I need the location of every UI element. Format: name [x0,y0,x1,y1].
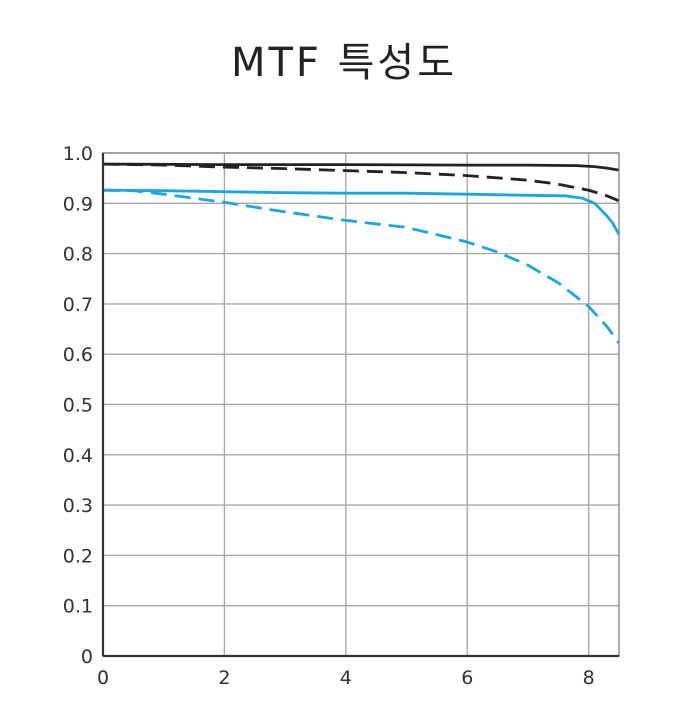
y-tick-label: 0.5 [63,395,93,417]
y-tick-label: 0.4 [63,445,93,467]
y-tick-label: 0.1 [63,596,93,618]
chart-title: MTF 특성도 [230,40,458,86]
x-tick-label: 2 [218,667,230,689]
y-tick-label: 0 [81,646,93,668]
y-tick-label: 0.6 [63,344,93,366]
x-tick-label: 8 [583,667,595,689]
x-tick-label: 0 [97,667,109,689]
x-tick-label: 6 [461,667,473,689]
plot-frame [101,152,620,658]
grid-lines [102,152,619,657]
y-tick-label: 0.9 [63,193,93,215]
series-line-4 [102,188,621,344]
y-tick-label: 0.2 [63,545,93,567]
series-line-3 [102,188,621,236]
series-line-1 [102,162,620,172]
series-lines [102,162,621,344]
y-tick-label: 0.3 [63,495,93,517]
tick-labels: 0 0.1 0.2 0.3 0.4 0.5 0.6 0.7 0.8 0.9 1.0 0 2 4 6 8 [63,143,595,689]
x-tick-label: 4 [340,667,352,689]
y-tick-label: 0.8 [63,244,93,266]
y-tick-label: 1.0 [63,143,93,165]
series-line-2 [102,162,620,203]
y-tick-label: 0.7 [63,294,93,316]
